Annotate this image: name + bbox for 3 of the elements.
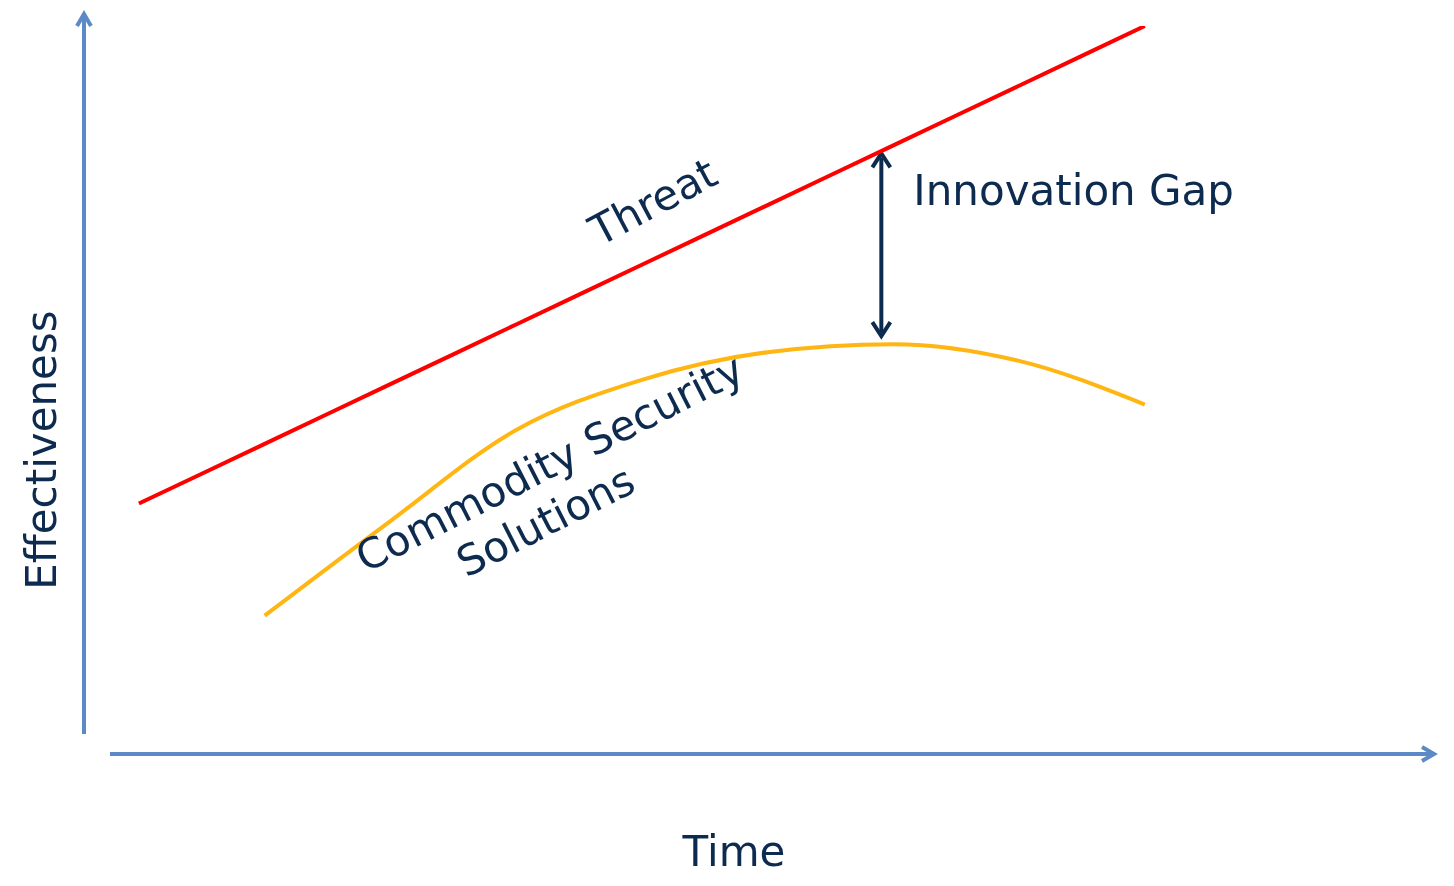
- y-axis-title: Effectiveness: [17, 310, 66, 590]
- annotation: Innovation Gap: [913, 165, 1235, 215]
- x-axis-title: Time: [681, 827, 786, 876]
